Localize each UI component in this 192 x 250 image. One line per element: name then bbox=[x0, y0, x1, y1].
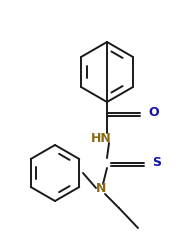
Text: S: S bbox=[152, 156, 161, 170]
Text: O: O bbox=[148, 106, 159, 120]
Text: HN: HN bbox=[91, 132, 111, 145]
Text: N: N bbox=[96, 182, 106, 194]
